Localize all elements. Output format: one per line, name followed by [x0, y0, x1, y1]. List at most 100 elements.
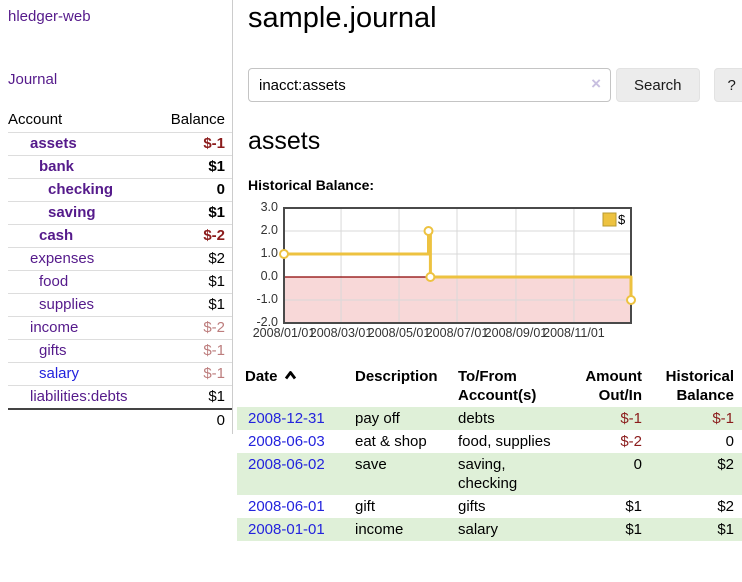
account-row: supplies $1 — [8, 293, 232, 317]
search-form: × Search ? — [248, 68, 742, 102]
accounts-header-account: Account — [8, 111, 63, 128]
column-label: Historical Balance — [665, 368, 734, 404]
clear-search-icon[interactable]: × — [591, 74, 601, 93]
chart-title: Historical Balance: — [248, 177, 375, 193]
nav-journal-link[interactable]: Journal — [8, 71, 58, 88]
account-balance: $-2 — [156, 224, 232, 248]
account-balance: $1 — [156, 155, 232, 179]
accounts-header-balance: Balance — [170, 111, 225, 128]
account-balance: $2 — [156, 247, 232, 271]
account-link-food[interactable]: food — [39, 273, 69, 290]
account-balance: $-2 — [156, 316, 232, 340]
transaction-date-link[interactable]: 2008-01-01 — [248, 521, 325, 538]
transaction-row: 2008-06-03 eat & shop food, supplies $-2 0 — [237, 430, 742, 453]
transaction-date-link[interactable]: 2008-12-31 — [248, 410, 325, 427]
transaction-balance: $2 — [717, 498, 734, 515]
x-axis-tick: 2008/07/01 — [425, 326, 489, 340]
transaction-row: 2008-12-31 pay off debts $-1 $-1 — [237, 407, 742, 430]
register-header-row: Date Description To/From Account(s) Amount … — [237, 365, 742, 407]
register-column-header: To/From Account(s) — [450, 365, 562, 407]
column-label: To/From Account(s) — [458, 368, 537, 404]
account-link-salary[interactable]: salary — [39, 365, 80, 382]
account-row: bank $1 — [8, 155, 232, 179]
y-axis-tick: 2.0 — [260, 223, 278, 237]
help-button[interactable]: ? — [713, 68, 742, 102]
historical-balance-chart: $ 3.0 2.0 1.0 0.0 -1.0 -2.0 2008/01/01 2008/03… — [248, 200, 668, 349]
hledger-web-app: hledger-web Journal Account Balance asse… — [0, 0, 742, 541]
accounts-table: Account Balance assets $-1 bank $1 checking 0… — [8, 108, 232, 432]
transaction-description: gift — [355, 498, 376, 515]
transaction-row: 2008-06-02 save saving, checking 0 $2 — [237, 453, 742, 495]
page-title: sample.journal — [248, 2, 437, 34]
sidebar: hledger-web Journal Account Balance asse… — [0, 0, 233, 434]
account-row: food $1 — [8, 270, 232, 294]
account-link-gifts[interactable]: gifts — [39, 342, 67, 359]
transaction-amount: $1 — [625, 498, 642, 515]
x-axis-tick: 2008/03/01 — [309, 326, 373, 340]
transaction-accounts: saving, checking — [458, 456, 518, 492]
account-balance: $-1 — [156, 362, 232, 386]
column-label: Date — [245, 368, 278, 385]
y-axis-tick: 3.0 — [260, 200, 278, 214]
accounts-total-row: 0 — [8, 408, 232, 432]
account-link-assets[interactable]: assets — [30, 135, 77, 152]
transaction-accounts: gifts — [458, 498, 486, 515]
account-row: income $-2 — [8, 316, 232, 340]
account-balance: $1 — [156, 385, 232, 409]
y-axis-tick: 0.0 — [260, 269, 278, 283]
x-axis-tick: 2008/09/01 — [484, 326, 548, 340]
account-balance: $-1 — [156, 339, 232, 363]
transaction-balance: $1 — [717, 521, 734, 538]
y-axis-tick: 1.0 — [260, 246, 278, 260]
accounts-header-row: Account Balance — [8, 108, 232, 133]
column-label: Description — [355, 368, 438, 385]
sort-ascending-icon — [284, 371, 296, 380]
transaction-date-link[interactable]: 2008-06-03 — [248, 433, 325, 450]
transaction-amount: $-1 — [620, 410, 642, 427]
transaction-balance: $-1 — [712, 410, 734, 427]
legend-swatch — [602, 212, 617, 227]
register-column-header: Historical Balance — [642, 365, 742, 407]
account-row: checking 0 — [8, 178, 232, 202]
transaction-row: 2008-06-01 gift gifts $1 $2 — [237, 495, 742, 518]
main-content: sample.journal × Search ? assets Histori… — [233, 0, 742, 541]
transaction-description: income — [355, 521, 404, 538]
register-column-header[interactable]: Date — [237, 365, 347, 407]
account-row: liabilities:debts $1 — [8, 385, 232, 409]
account-balance: $-1 — [156, 132, 232, 156]
x-axis-tick: 2008/05/01 — [367, 326, 431, 340]
transaction-balance: $2 — [717, 456, 734, 473]
transaction-accounts: debts — [458, 410, 495, 427]
account-link-liabilities-debts[interactable]: liabilities:debts — [30, 388, 128, 405]
transaction-date-link[interactable]: 2008-06-02 — [248, 456, 325, 473]
transaction-row: 2008-01-01 income salary $1 $1 — [237, 518, 742, 541]
brand-link[interactable]: hledger-web — [8, 8, 91, 25]
transaction-amount: $1 — [625, 521, 642, 538]
account-link-expenses[interactable]: expenses — [30, 250, 95, 267]
account-row: gifts $-1 — [8, 339, 232, 363]
account-link-cash[interactable]: cash — [39, 227, 74, 244]
account-link-bank[interactable]: bank — [39, 158, 75, 175]
search-input[interactable] — [248, 68, 611, 102]
transaction-description: pay off — [355, 410, 400, 427]
register-column-header: Amount Out/In — [562, 365, 642, 407]
account-row: expenses $2 — [8, 247, 232, 271]
transaction-description: eat & shop — [355, 433, 427, 450]
account-heading: assets — [248, 127, 321, 155]
transaction-balance: 0 — [725, 433, 734, 450]
column-label: Amount Out/In — [585, 368, 642, 404]
account-row: cash $-2 — [8, 224, 232, 248]
chart-canvas: $ — [279, 207, 636, 324]
transaction-accounts: food, supplies — [458, 433, 551, 450]
account-link-supplies[interactable]: supplies — [39, 296, 95, 313]
account-balance: $1 — [156, 270, 232, 294]
register-table: Date Description To/From Account(s) Amount … — [237, 365, 742, 541]
legend-label: $ — [618, 212, 626, 227]
transaction-amount: 0 — [633, 456, 642, 473]
search-button[interactable]: Search — [616, 68, 700, 102]
account-link-saving[interactable]: saving — [48, 204, 96, 221]
account-balance: 0 — [156, 178, 232, 202]
account-link-income[interactable]: income — [30, 319, 79, 336]
transaction-date-link[interactable]: 2008-06-01 — [248, 498, 325, 515]
account-link-checking[interactable]: checking — [48, 181, 114, 198]
